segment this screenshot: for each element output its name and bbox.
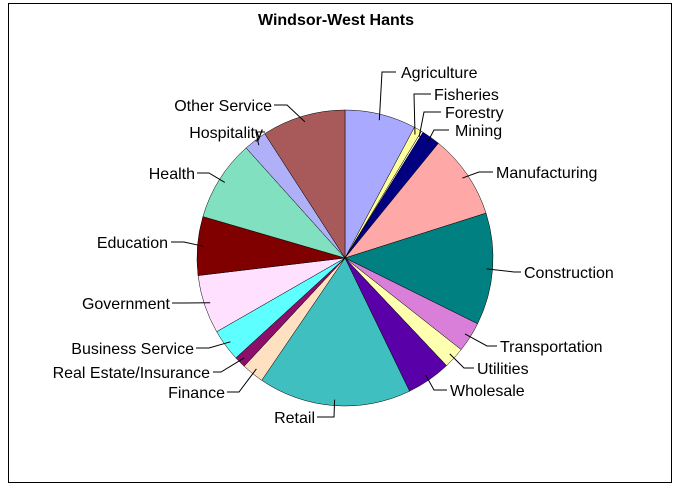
leader-line: [462, 171, 493, 179]
leader-line: [449, 353, 474, 369]
leader-line: [255, 131, 265, 146]
slice-label: Hospitality: [189, 125, 263, 142]
slice-label: Agriculture: [401, 65, 478, 82]
leader-line: [227, 368, 257, 393]
slice-label: Business Service: [71, 341, 194, 358]
leader-line: [213, 357, 245, 373]
leader-line: [317, 399, 336, 418]
chart-title: Windsor-West Hants: [258, 12, 414, 29]
leader-line: [378, 71, 396, 121]
leader-line: [425, 374, 447, 391]
leader-line: [486, 268, 521, 273]
leader-line: [464, 333, 497, 347]
leader-line: [426, 129, 449, 143]
leader-line: [274, 104, 306, 123]
slice-label: Fisheries: [434, 87, 499, 104]
leader-line: [418, 111, 441, 137]
pie-slices: [196, 109, 494, 407]
slice-label: Government: [82, 296, 171, 313]
leader-line: [197, 172, 226, 183]
slice-label: Other Service: [174, 98, 272, 115]
pie-slice-other-service: [264, 109, 346, 259]
leader-line: [171, 241, 204, 247]
leader-line: [196, 341, 231, 349]
pie-slice-manufacturing: [344, 142, 487, 259]
leader-line: [413, 93, 431, 135]
slice-label: Retail: [274, 410, 315, 427]
slice-label: Real Estate/Insurance: [53, 365, 211, 382]
slice-label: Manufacturing: [496, 165, 597, 182]
chart-frame: Windsor-West Hants Agriculture Fisheries F…: [8, 3, 672, 483]
leader-lines: [171, 71, 521, 418]
slice-label: Education: [97, 235, 168, 252]
slice-label: Health: [149, 166, 195, 183]
slice-label: Transportation: [500, 339, 603, 356]
slice-label: Wholesale: [450, 383, 525, 400]
slice-label: Forestry: [445, 105, 504, 122]
slice-label: Finance: [168, 385, 225, 402]
pie-chart: Windsor-West Hants AgricultureFisheriesF…: [53, 12, 614, 427]
slice-label: Mining: [455, 123, 502, 140]
slice-label: Utilities: [477, 361, 529, 378]
slice-label: Construction: [524, 265, 614, 282]
